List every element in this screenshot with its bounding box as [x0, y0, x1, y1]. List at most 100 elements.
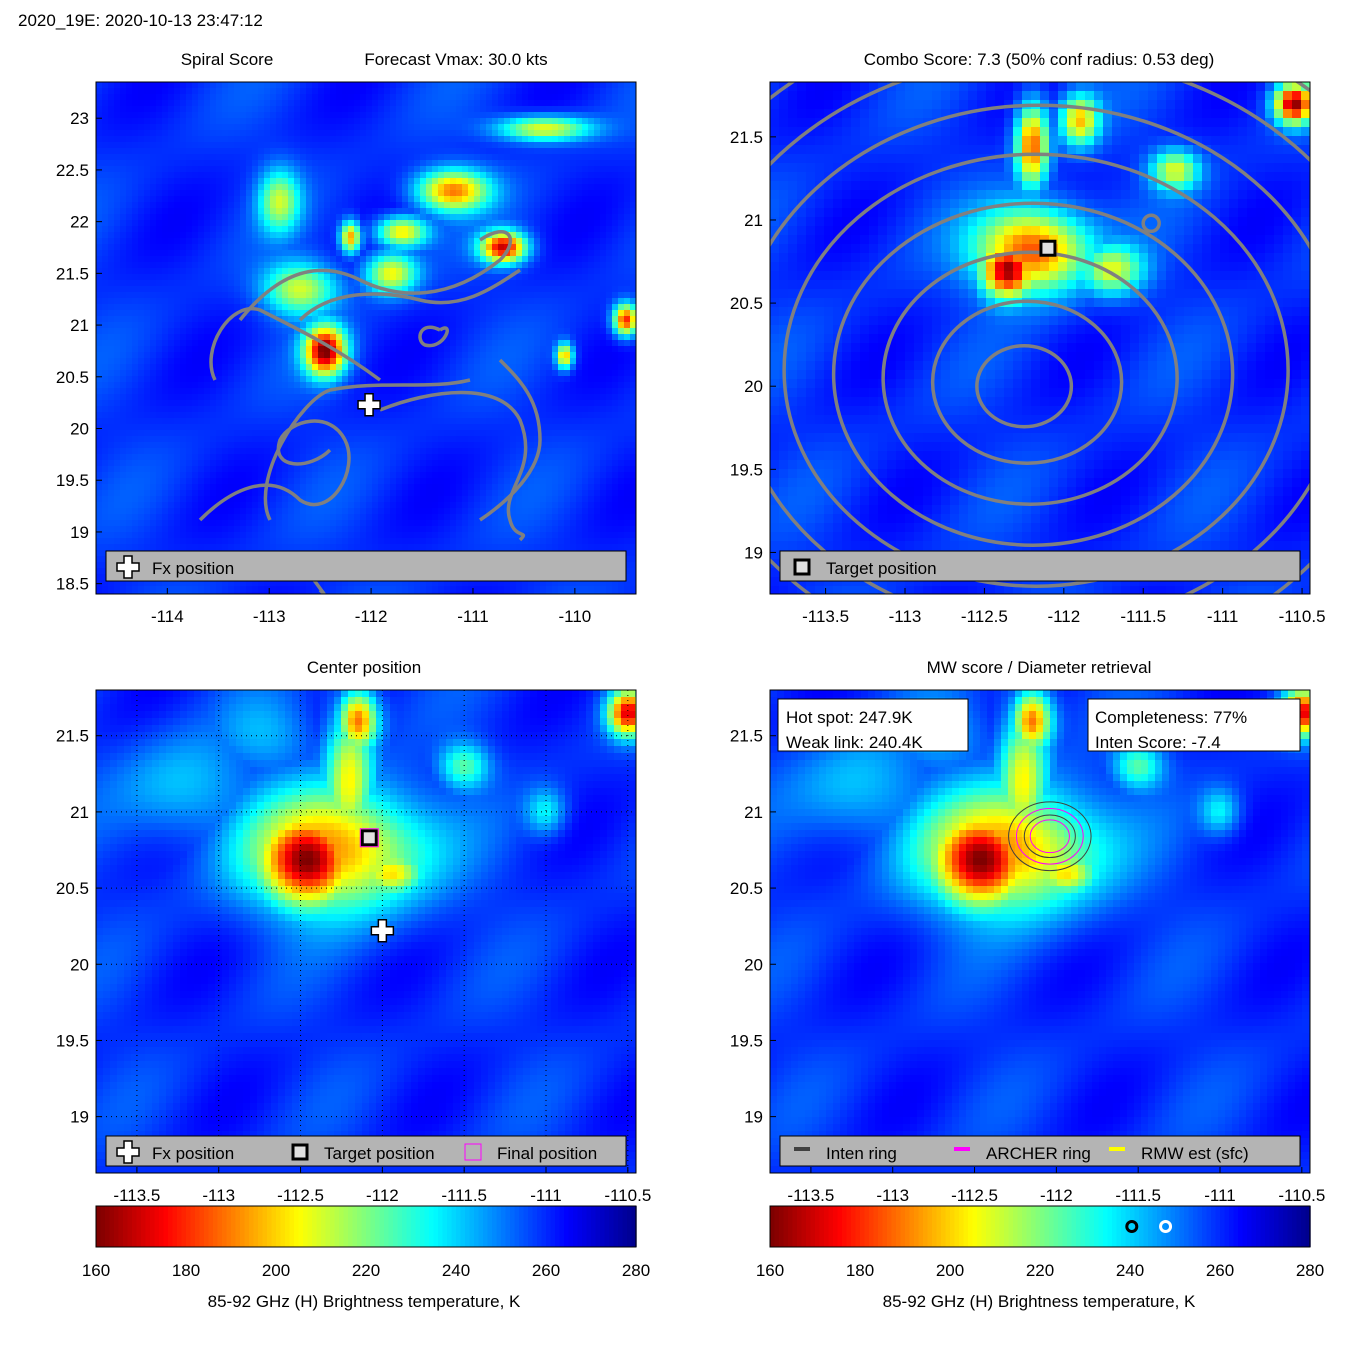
spiral-heat-cell [474, 268, 481, 275]
spiral-heat-cell [108, 118, 115, 125]
spiral-heat-cell [576, 280, 583, 287]
spiral-heat-cell [192, 226, 199, 233]
spiral-heat-cell [114, 352, 121, 359]
spiral-heat-cell [462, 310, 469, 317]
spiral-heat-cell [258, 268, 265, 275]
spiral-heat-cell [534, 106, 541, 113]
spiral-heat-cell [186, 346, 193, 353]
spiral-heat-cell [324, 274, 331, 281]
spiral-heat-cell [294, 310, 301, 317]
spiral-heat-cell [570, 226, 577, 233]
spiral-heat-cell [306, 406, 313, 413]
spiral-heat-cell [630, 184, 636, 191]
spiral-heat-cell [174, 292, 181, 299]
spiral-heat-cell [384, 154, 391, 161]
spiral-heat-cell [96, 394, 103, 401]
spiral-heat-cell [384, 190, 391, 197]
spiral-heat-cell [246, 322, 253, 329]
spiral-heat-cell [522, 310, 529, 317]
spiral-heat-cell [606, 88, 613, 95]
spiral-heat-cell [330, 388, 337, 395]
spiral-heat-cell [96, 100, 103, 107]
spiral-heat-cell [570, 82, 577, 89]
spiral-heat-cell [420, 136, 427, 143]
spiral-heat-cell [114, 100, 121, 107]
spiral-heat-cell [558, 82, 565, 89]
spiral-heat-cell [198, 274, 205, 281]
spiral-heat-cell [210, 220, 217, 227]
spiral-heat-cell [210, 406, 217, 413]
spiral-heat-cell [474, 220, 481, 227]
spiral-heat-cell [420, 232, 427, 239]
spiral-heat-cell [396, 238, 403, 245]
spiral-heat-cell [456, 226, 463, 233]
spiral-heat-cell [162, 178, 169, 185]
spiral-heat-cell [186, 298, 193, 305]
spiral-heat-cell [96, 310, 103, 317]
spiral-heat-cell [372, 136, 379, 143]
spiral-heat-cell [150, 340, 157, 347]
spiral-heat-cell [288, 328, 295, 335]
spiral-heat-cell [468, 304, 475, 311]
spiral-heat-cell [624, 376, 631, 383]
spiral-heat-cell [444, 148, 451, 155]
spiral-heat-cell [108, 256, 115, 263]
spiral-heat-cell [462, 286, 469, 293]
spiral-heat-cell [552, 88, 559, 95]
spiral-heat-cell [246, 382, 253, 389]
spiral-heat-cell [534, 358, 541, 365]
spiral-heat-cell [420, 352, 427, 359]
spiral-heat-cell [270, 304, 277, 311]
spiral-heat-cell [408, 220, 415, 227]
spiral-heat-cell [294, 394, 301, 401]
spiral-heat-cell [522, 292, 529, 299]
spiral-heat-cell [336, 250, 343, 257]
spiral-heat-cell [276, 88, 283, 95]
spiral-heat-cell [510, 250, 517, 257]
spiral-heat-cell [408, 238, 415, 245]
spiral-heat-cell [522, 262, 529, 269]
spiral-heat-cell [180, 292, 187, 299]
spiral-heat-cell [468, 220, 475, 227]
spiral-heat-cell [606, 388, 613, 395]
spiral-heat-cell [468, 130, 475, 137]
spiral-heat-cell [510, 256, 517, 263]
spiral-heat-cell [114, 394, 121, 401]
spiral-heat-cell [228, 370, 235, 377]
spiral-heat-cell [444, 184, 451, 191]
spiral-heat-cell [234, 94, 241, 101]
spiral-heat-cell [198, 328, 205, 335]
spiral-heat-cell [312, 142, 319, 149]
spiral-heat-cell [402, 166, 409, 173]
spiral-heat-cell [228, 148, 235, 155]
spiral-heat-cell [168, 310, 175, 317]
spiral-heat-cell [372, 334, 379, 341]
spiral-heat-cell [114, 400, 121, 407]
spiral-heat-cell [198, 184, 205, 191]
spiral-heat-cell [462, 322, 469, 329]
spiral-heat-cell [204, 106, 211, 113]
spiral-heat-cell [336, 112, 343, 119]
spiral-heat-cell [258, 82, 265, 89]
spiral-heat-cell [180, 118, 187, 125]
spiral-heat-cell [342, 364, 349, 371]
spiral-heat-cell [312, 364, 319, 371]
spiral-heat-cell [558, 352, 565, 359]
spiral-heat-cell [102, 304, 109, 311]
spiral-heat-cell [594, 406, 601, 413]
spiral-heat-cell [168, 238, 175, 245]
spiral-heat-cell [186, 328, 193, 335]
spiral-heat-cell [498, 202, 505, 209]
spiral-heat-cell [618, 310, 625, 317]
spiral-heat-cell [174, 202, 181, 209]
spiral-heat-cell [348, 136, 355, 143]
spiral-heat-cell [594, 376, 601, 383]
spiral-heat-cell [534, 190, 541, 197]
spiral-heat-cell [630, 178, 636, 185]
spiral-heat-cell [630, 256, 636, 263]
spiral-heat-cell [264, 184, 271, 191]
spiral-heat-cell [612, 172, 619, 179]
spiral-heat-cell [426, 334, 433, 341]
spiral-heat-cell [402, 238, 409, 245]
spiral-heat-cell [204, 124, 211, 131]
